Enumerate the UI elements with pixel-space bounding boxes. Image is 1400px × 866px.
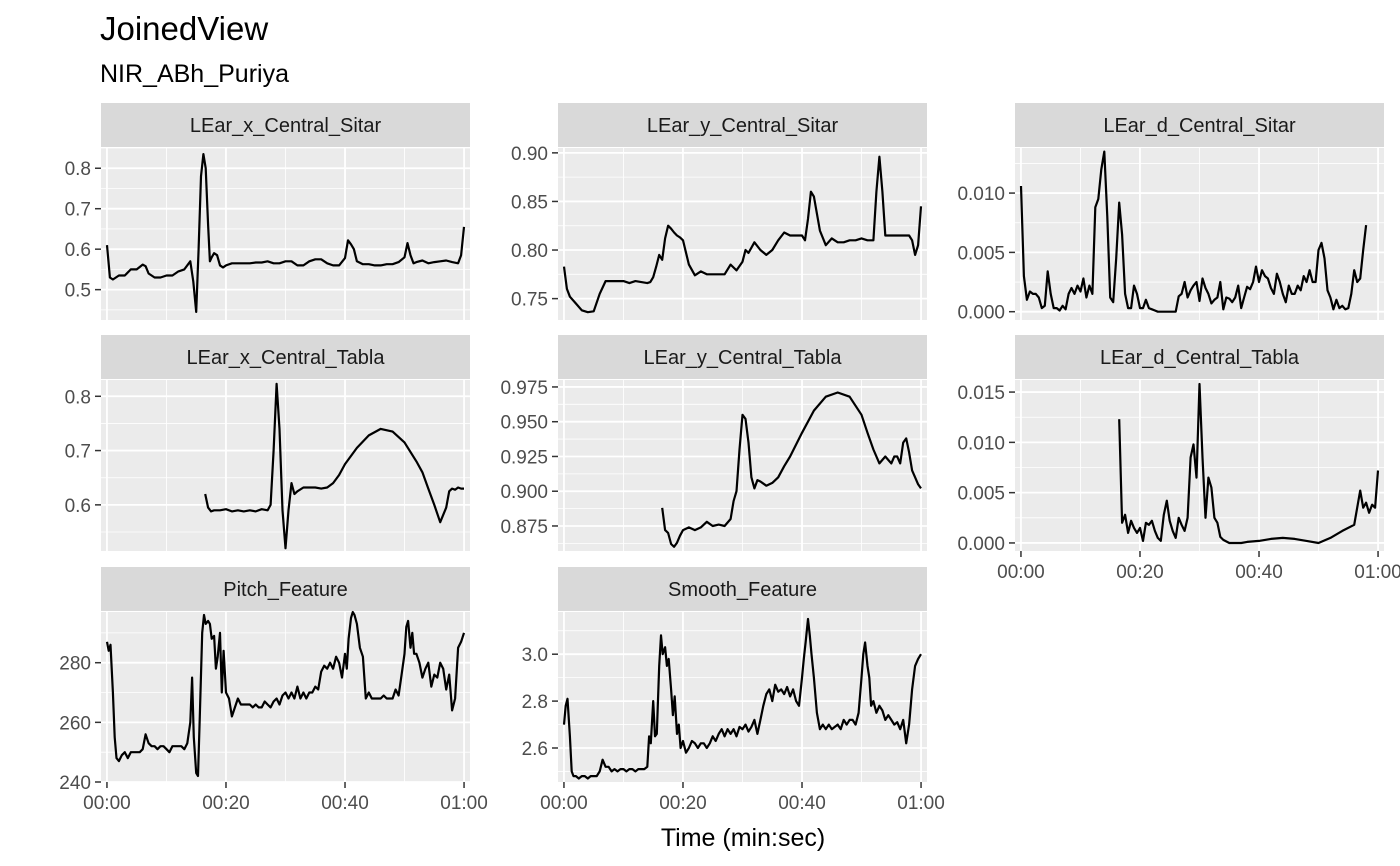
strip-background xyxy=(101,567,470,611)
y-tick-label: 0.7 xyxy=(65,442,91,463)
series-line xyxy=(562,617,922,780)
strip-background xyxy=(1015,103,1384,147)
y-tick-label: 0.010 xyxy=(957,184,1005,205)
y-tick-label: 0.6 xyxy=(65,496,91,517)
strip-label: LEar_d_Central_Sitar xyxy=(1103,115,1296,137)
facet-panel: LEar_y_Central_Tabla 0.875 0.900 0.925 0.950… xyxy=(500,335,927,551)
y-tick-label: 0.6 xyxy=(65,240,91,261)
facet-panels: LEar_x_Central_Sitar 0.5 0.6 0.7 0.8 LEar_y_C… xyxy=(59,103,1400,814)
y-tick-label: 0.005 xyxy=(957,243,1005,264)
x-tick-label: 00:20 xyxy=(202,793,250,814)
facet-panel: Smooth_Feature 2.6 2.8 3.0 00:00 00:20 00:40 01… xyxy=(522,567,945,814)
strip-background xyxy=(558,567,927,611)
y-tick-label: 3.0 xyxy=(522,645,548,666)
y-tick-label: 0.8 xyxy=(65,387,91,408)
facet-panel: LEar_x_Central_Sitar 0.5 0.6 0.7 0.8 xyxy=(65,103,470,320)
strip-background xyxy=(558,335,927,379)
x-tick-label: 01:00 xyxy=(897,793,945,814)
y-tick-label: 2.8 xyxy=(522,692,548,713)
x-tick-label: 00:00 xyxy=(83,793,131,814)
series-line xyxy=(105,610,466,778)
series-line xyxy=(1019,150,1368,313)
y-tick-label: 0.75 xyxy=(511,290,548,311)
y-tick-label: 0.950 xyxy=(500,413,548,434)
y-tick-label: 0.010 xyxy=(957,433,1005,454)
strip-background xyxy=(1015,335,1384,379)
y-tick-label: 0.000 xyxy=(957,303,1005,324)
chart-title: JoinedView xyxy=(100,10,268,47)
strip-label: LEar_x_Central_Sitar xyxy=(190,115,382,137)
facet-panel: LEar_d_Central_Sitar 0.000 0.005 0.010 xyxy=(957,103,1384,324)
series-line xyxy=(562,155,923,314)
strip-background xyxy=(101,335,470,379)
y-tick-label: 0.5 xyxy=(65,281,91,302)
strip-label: LEar_x_Central_Tabla xyxy=(187,347,386,369)
y-tick-label: 0.005 xyxy=(957,484,1005,505)
y-tick-label: 0.8 xyxy=(65,159,91,180)
strip-background xyxy=(558,103,927,147)
y-tick-label: 0.000 xyxy=(957,534,1005,555)
x-axis-title: Time (min:sec) xyxy=(661,824,825,852)
strip-background xyxy=(101,103,470,147)
y-tick-label: 0.900 xyxy=(500,482,548,503)
x-tick-label: 00:40 xyxy=(321,793,369,814)
x-tick-label: 01:00 xyxy=(440,793,488,814)
x-tick-label: 00:40 xyxy=(1235,562,1283,583)
facet-panel: LEar_x_Central_Tabla 0.6 0.7 0.8 xyxy=(65,335,470,551)
facet-panel: LEar_d_Central_Tabla 0.000 0.005 0.010 0.015… xyxy=(957,335,1400,583)
series-line xyxy=(1118,382,1380,545)
x-tick-label: 00:40 xyxy=(778,793,826,814)
series-line xyxy=(105,153,466,313)
y-tick-label: 0.875 xyxy=(500,517,548,538)
y-tick-label: 2.6 xyxy=(522,739,548,760)
y-tick-label: 0.7 xyxy=(65,200,91,221)
y-tick-label: 0.85 xyxy=(511,192,548,213)
strip-label: LEar_d_Central_Tabla xyxy=(1100,347,1300,369)
x-tick-label: 01:00 xyxy=(1354,562,1400,583)
x-tick-label: 00:00 xyxy=(997,562,1045,583)
series-line xyxy=(204,382,464,550)
strip-label: Pitch_Feature xyxy=(223,579,348,601)
chart-subtitle: NIR_ABh_Puriya xyxy=(100,60,289,88)
series-line xyxy=(661,391,922,548)
y-tick-label: 0.975 xyxy=(500,378,548,399)
y-tick-label: 260 xyxy=(59,713,91,734)
strip-label: LEar_y_Central_Sitar xyxy=(647,115,839,137)
facet-panel: LEar_y_Central_Sitar 0.75 0.80 0.85 0.90 xyxy=(511,103,927,320)
y-tick-label: 240 xyxy=(59,773,91,794)
strip-label: LEar_y_Central_Tabla xyxy=(644,347,843,369)
y-tick-label: 0.80 xyxy=(511,241,548,262)
facet-panel: Pitch_Feature 240 260 280 00:00 00:20 00:40 01:… xyxy=(59,567,488,814)
x-tick-label: 00:20 xyxy=(659,793,707,814)
y-tick-label: 0.015 xyxy=(957,383,1005,404)
y-tick-label: 280 xyxy=(59,654,91,675)
x-tick-label: 00:20 xyxy=(1116,562,1164,583)
strip-label: Smooth_Feature xyxy=(668,579,817,601)
x-tick-label: 00:00 xyxy=(540,793,588,814)
y-tick-label: 0.90 xyxy=(511,144,548,165)
y-tick-label: 0.925 xyxy=(500,447,548,468)
